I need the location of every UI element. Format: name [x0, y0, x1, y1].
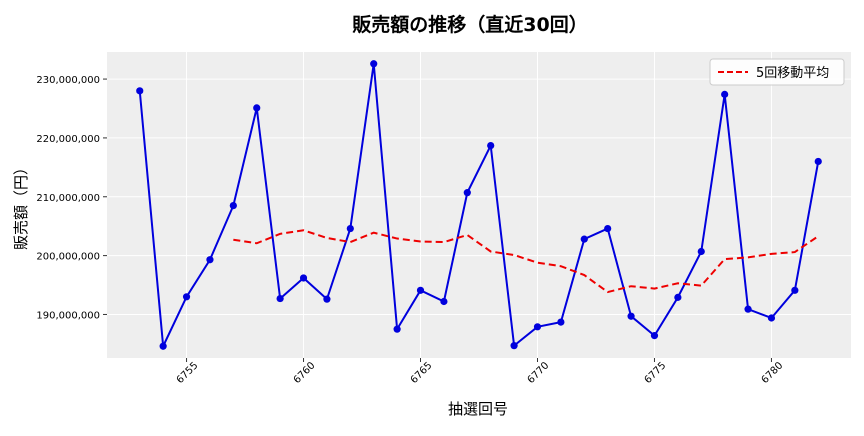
sales-data-point: [627, 312, 635, 320]
sales-data-point: [767, 314, 776, 322]
sales-data-point: [487, 141, 495, 150]
legend: 5回移動平均: [709, 58, 845, 86]
grid-lines: [107, 52, 851, 358]
sales-data-point: [370, 60, 378, 68]
y-axis-label: 販売額（円）: [12, 160, 30, 250]
x-axis-ticks: 6755 6760 6765 6770 6775 6780: [175, 358, 786, 386]
sales-data-point: [510, 342, 518, 350]
sales-data-point: [253, 104, 261, 112]
sales-data-point: [697, 247, 705, 256]
y-tick-label: 200,000,000: [36, 252, 100, 263]
sales-data-point: [393, 325, 401, 333]
y-tick-label: 230,000,000: [36, 75, 100, 86]
sales-data-point: [580, 235, 588, 243]
y-tick-label: 220,000,000: [36, 134, 100, 145]
sales-data-point: [650, 332, 659, 340]
x-tick-label: 6770: [526, 360, 552, 386]
y-axis-ticks: 190,000,000 200,000,000 210,000,000 220,000…: [36, 75, 107, 321]
sales-data-point: [533, 323, 542, 331]
sales-data-point: [346, 224, 354, 233]
x-tick-label: 6775: [643, 360, 669, 386]
sales-data-point: [182, 293, 191, 301]
sales-data-point: [791, 286, 799, 294]
sales-data-point: [323, 295, 331, 303]
legend-label-moving-average: 5回移動平均: [756, 66, 829, 81]
sales-data-point: [206, 256, 214, 264]
y-tick-label: 190,000,000: [36, 310, 100, 321]
sales-data-point: [136, 87, 144, 95]
sales-data-point: [159, 342, 167, 350]
chart-title: 販売額の推移（直近30回）: [352, 13, 587, 36]
x-tick-label: 6765: [409, 360, 435, 386]
x-tick-label: 6760: [292, 360, 318, 386]
sales-data-point: [674, 293, 682, 301]
sales-data-point: [557, 318, 565, 326]
sales-data-point: [299, 274, 308, 282]
sales-data-point: [440, 297, 448, 306]
sales-data-point: [229, 201, 237, 210]
sales-data-point: [814, 157, 822, 166]
series-group: [136, 60, 822, 350]
sales-data-point: [721, 90, 729, 98]
sales-series-line: [138, 63, 820, 350]
sales-data-point: [744, 305, 752, 313]
sales-data-point: [463, 189, 471, 197]
x-axis-label: 抽選回号: [448, 400, 508, 418]
x-tick-label: 6755: [175, 360, 201, 386]
sales-data-point: [604, 224, 612, 233]
moving-average-line: [233, 229, 819, 294]
sales-data-point: [416, 286, 425, 294]
sales-data-point: [276, 294, 284, 303]
x-tick-label: 6780: [760, 360, 786, 386]
y-tick-label: 210,000,000: [36, 193, 100, 204]
plot-background: [107, 52, 851, 358]
legend-box: [709, 58, 845, 86]
